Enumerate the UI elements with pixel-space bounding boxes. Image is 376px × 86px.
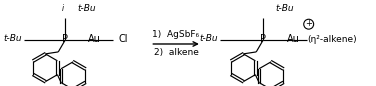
Text: Au: Au bbox=[287, 34, 300, 44]
Text: t-Bu: t-Bu bbox=[3, 34, 22, 43]
Text: t-Bu: t-Bu bbox=[77, 4, 96, 13]
Text: t-Bu: t-Bu bbox=[199, 34, 218, 43]
Text: 2)  alkene: 2) alkene bbox=[154, 48, 199, 57]
Text: Cl: Cl bbox=[119, 34, 128, 44]
Text: +: + bbox=[305, 19, 312, 28]
Text: i: i bbox=[62, 4, 64, 13]
Text: 1)  AgSbF₆: 1) AgSbF₆ bbox=[153, 30, 200, 39]
Text: Au: Au bbox=[88, 34, 100, 44]
Text: P: P bbox=[260, 34, 266, 44]
Text: t-Bu: t-Bu bbox=[275, 4, 294, 13]
Text: (η²-alkene): (η²-alkene) bbox=[308, 35, 357, 44]
Text: P: P bbox=[62, 34, 68, 44]
